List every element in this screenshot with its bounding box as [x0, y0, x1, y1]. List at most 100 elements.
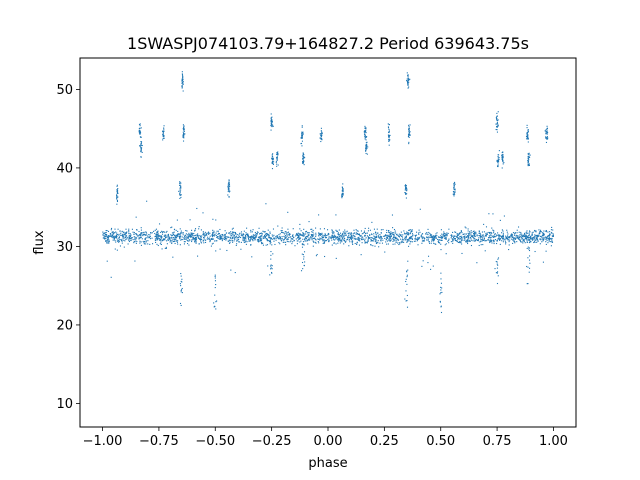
data-point — [409, 131, 411, 133]
data-point — [141, 232, 143, 234]
data-point — [457, 234, 460, 236]
data-point — [319, 234, 322, 236]
data-point — [351, 237, 353, 239]
data-point — [214, 274, 216, 276]
data-point — [301, 137, 303, 139]
data-point — [153, 230, 155, 232]
data-point — [526, 240, 528, 242]
data-point — [428, 241, 430, 243]
data-point — [351, 241, 353, 243]
data-point — [475, 232, 477, 234]
data-point — [542, 232, 544, 234]
data-point — [119, 239, 121, 241]
data-point — [372, 245, 374, 247]
data-point — [280, 239, 282, 241]
data-point — [211, 238, 213, 240]
data-point — [443, 233, 445, 235]
data-point — [349, 241, 351, 243]
data-point — [229, 240, 231, 242]
data-point — [346, 239, 348, 241]
data-point — [476, 234, 478, 236]
data-point — [271, 161, 273, 163]
data-point — [366, 242, 368, 244]
data-point — [183, 237, 185, 239]
data-point — [479, 236, 482, 238]
data-point — [143, 243, 145, 245]
data-point — [536, 236, 538, 238]
data-point — [502, 163, 504, 165]
data-point — [255, 233, 257, 235]
data-point — [365, 131, 367, 134]
data-point — [508, 241, 510, 243]
data-point — [138, 132, 140, 134]
data-point — [476, 239, 478, 241]
y-tick-label: 30 — [56, 240, 73, 255]
data-point — [425, 233, 427, 235]
data-point — [267, 233, 269, 235]
data-point — [244, 237, 246, 239]
data-point — [494, 239, 497, 241]
data-point — [467, 238, 469, 240]
data-point — [189, 235, 191, 237]
data-point — [149, 236, 151, 238]
data-point — [270, 242, 272, 244]
x-tick-label: 0.25 — [370, 434, 399, 449]
data-point — [491, 232, 493, 234]
data-point — [324, 235, 326, 237]
data-point — [430, 235, 432, 237]
data-point — [116, 199, 118, 201]
data-point — [180, 289, 183, 291]
data-point — [219, 236, 221, 238]
data-point — [389, 235, 391, 237]
data-point — [460, 241, 462, 243]
data-point — [180, 285, 182, 287]
data-point — [123, 246, 125, 248]
data-point — [379, 234, 381, 236]
data-point — [200, 239, 202, 241]
data-point — [255, 236, 257, 239]
data-point — [279, 233, 281, 235]
data-point — [254, 239, 256, 241]
data-point — [389, 236, 391, 238]
data-point — [408, 124, 410, 126]
data-point — [250, 238, 252, 240]
data-point — [116, 236, 118, 238]
data-point — [176, 219, 178, 221]
data-point — [270, 271, 273, 274]
data-point — [125, 238, 127, 240]
data-point — [548, 235, 551, 237]
data-point — [433, 239, 435, 241]
data-point — [465, 241, 467, 243]
data-point — [351, 242, 353, 244]
data-point — [172, 237, 174, 239]
data-point — [233, 234, 235, 236]
data-point — [452, 238, 454, 240]
data-point — [181, 81, 184, 83]
data-point — [467, 240, 469, 242]
data-point — [156, 243, 158, 245]
data-point — [335, 214, 337, 216]
data-point — [340, 234, 342, 236]
data-point — [545, 130, 548, 132]
data-point — [408, 141, 410, 143]
data-point — [275, 239, 277, 241]
data-point — [120, 234, 122, 236]
data-point — [249, 239, 251, 241]
data-point — [114, 235, 116, 237]
data-point — [408, 126, 410, 128]
data-point — [319, 237, 321, 239]
data-point — [163, 128, 165, 130]
data-point — [180, 304, 182, 307]
data-point — [299, 237, 302, 239]
data-point — [489, 232, 491, 234]
data-point — [396, 237, 398, 239]
data-point — [215, 232, 217, 234]
data-point — [526, 230, 528, 232]
data-point — [480, 236, 482, 238]
data-point — [179, 192, 181, 194]
data-point — [308, 237, 310, 239]
data-point — [173, 237, 175, 239]
data-point — [174, 238, 176, 240]
data-point — [140, 244, 142, 246]
data-point — [214, 294, 216, 296]
